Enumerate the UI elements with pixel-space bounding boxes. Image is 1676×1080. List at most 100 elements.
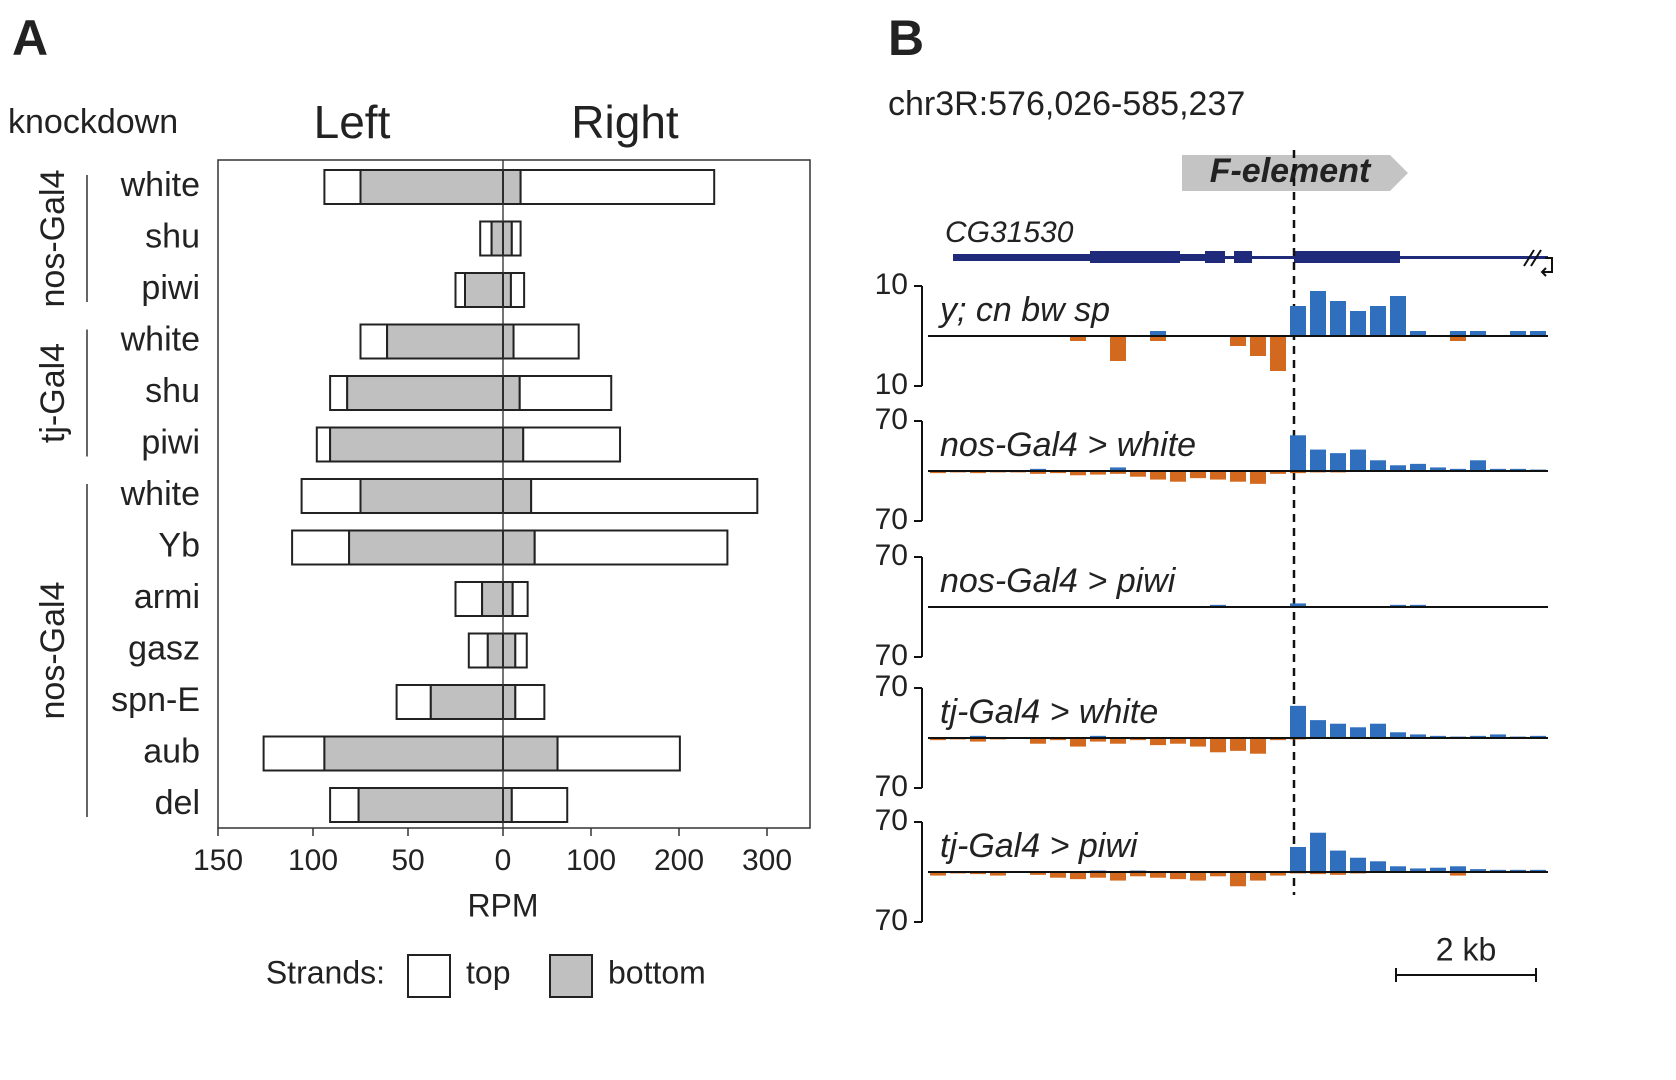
panel-letter: A: [12, 10, 48, 66]
coverage-bar: [1090, 735, 1106, 738]
header: knockdown: [8, 103, 178, 141]
coverage-bar: [1070, 872, 1086, 880]
bar-top: [514, 684, 546, 720]
coverage-bar: [990, 872, 1006, 876]
exon: [1234, 251, 1252, 263]
group-label: nos-Gal4: [34, 582, 72, 720]
right-label: Right: [571, 96, 679, 148]
coverage-bar: [1510, 468, 1526, 471]
coverage-bar: [1250, 471, 1266, 484]
bar-bottom: [386, 323, 505, 360]
coverage-bar: [1030, 738, 1046, 744]
coverage-bar: [1430, 867, 1446, 872]
utr: [953, 254, 1090, 261]
coverage-bar: [1350, 449, 1366, 471]
coverage-bar: [1090, 471, 1106, 475]
y-tick-label: 70: [875, 403, 908, 436]
legend-swatch: [407, 954, 451, 998]
track-label: tj-Gal4 > piwi: [940, 827, 1139, 865]
coverage-bar: [1110, 471, 1126, 474]
coverage-bar: [1350, 857, 1366, 872]
legend-title: Strands:: [266, 954, 385, 990]
coverage-bar: [970, 738, 986, 742]
coverage-bar: [1450, 872, 1466, 876]
coverage-bar: [1190, 872, 1206, 881]
y-tick-label: piwi: [141, 269, 200, 307]
gene-model: [953, 251, 1548, 263]
coverage-bar: [1410, 463, 1426, 471]
y-tick-label: 10: [875, 368, 908, 401]
y-tick-label: spn-E: [111, 681, 200, 719]
bar-top: [329, 787, 360, 823]
coverage-bar: [1110, 738, 1126, 744]
coverage-bar: [1210, 471, 1226, 480]
coverage-bar: [1510, 869, 1526, 872]
bar-bottom: [357, 787, 504, 823]
coverage-bar: [1310, 291, 1326, 336]
coverage-bar: [1110, 336, 1126, 361]
x-tick-label: 100: [566, 844, 616, 877]
plot-frame: [217, 159, 811, 829]
bar-top: [511, 581, 529, 617]
coverage-bar: [1230, 336, 1246, 346]
coverage-bar: [930, 471, 946, 474]
bar-bottom: [502, 375, 521, 411]
element-label: F-element: [1210, 152, 1372, 190]
legend-label: top: [466, 954, 510, 990]
track-label: tj-Gal4 > white: [940, 693, 1158, 731]
coverage-bar: [1210, 738, 1226, 753]
coverage-bar: [1170, 872, 1186, 880]
coverage-bar: [1310, 449, 1326, 471]
coverage-bar: [1370, 306, 1386, 336]
coverage-bar: [1330, 850, 1346, 872]
region: chr3R:576,026-585,237: [888, 85, 1245, 123]
bar-top: [454, 272, 466, 308]
exon: [1205, 251, 1225, 263]
element-arrow: [1182, 155, 1408, 191]
coverage-bar: [1070, 471, 1086, 476]
coverage-bar: [1430, 467, 1446, 471]
coverage-bar: [1110, 467, 1126, 471]
group-label: tj-Gal4: [34, 343, 72, 443]
coverage-bar: [1270, 738, 1286, 741]
exon: [1180, 254, 1208, 261]
bar-top: [512, 323, 580, 360]
y-tick-label: white: [120, 475, 200, 513]
coverage-bar: [1410, 868, 1426, 872]
coverage-bar: [1150, 331, 1166, 336]
bar-bottom: [502, 220, 513, 257]
coverage-bar: [1390, 866, 1406, 872]
coverage-bar: [1270, 872, 1286, 876]
bar-top: [315, 426, 332, 463]
bar-top: [395, 684, 432, 720]
y-tick-label: white: [120, 166, 200, 204]
coverage-bar: [1110, 872, 1126, 881]
bar-top: [556, 735, 681, 772]
x-tick-label: 300: [742, 844, 792, 877]
coverage-bar: [1530, 331, 1546, 336]
bar-bottom: [502, 632, 517, 669]
coverage-bar: [970, 735, 986, 738]
coverage-bar: [970, 471, 986, 474]
x-tick-label: 50: [391, 844, 424, 877]
bar-top: [519, 169, 716, 205]
legend-label: bottom: [608, 954, 706, 990]
bar-bottom: [502, 787, 513, 823]
coverage-bar: [1290, 471, 1306, 474]
coverage-bar: [1410, 604, 1426, 607]
coverage-bar: [1430, 735, 1446, 738]
coverage-bar: [1390, 732, 1406, 738]
coverage-bar: [1490, 734, 1506, 738]
coverage-bar: [1530, 869, 1546, 872]
bar-top: [323, 169, 362, 205]
bar-bottom: [502, 169, 522, 205]
scale-bar: [1395, 968, 1537, 982]
coverage-bar: [1210, 872, 1226, 877]
coverage-bar: [1390, 465, 1406, 471]
bar-bottom: [502, 684, 517, 720]
bar-bottom: [429, 684, 504, 720]
bar-top: [300, 478, 362, 514]
coverage-bar: [1050, 738, 1066, 741]
coverage-bar: [1230, 872, 1246, 887]
